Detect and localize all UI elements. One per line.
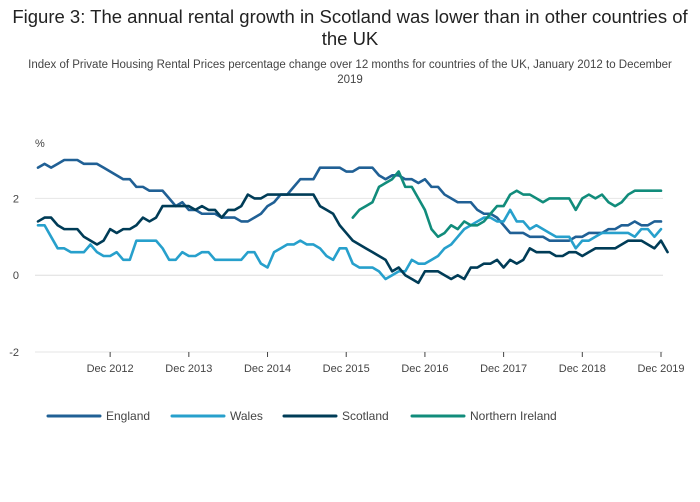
- legend-item[interactable]: Wales: [170, 409, 263, 423]
- axes: -2 0 2 Dec 2012 Dec 2013 Dec 2014 Dec 2015 Dec …: [9, 193, 684, 375]
- y-tick-label: 2: [13, 193, 19, 205]
- legend-item[interactable]: Northern Ireland: [410, 409, 557, 423]
- x-tick-label: Dec 2014: [244, 363, 291, 375]
- y-axis-label: %: [35, 138, 45, 150]
- chart-title: Figure 3: The annual rental growth in Sc…: [12, 6, 688, 49]
- y-tick-label: 0: [13, 270, 19, 282]
- series-line-wales: [36, 208, 663, 281]
- legend: England Wales Scotland Northern Ireland: [46, 409, 557, 423]
- x-tick-label: Dec 2016: [401, 363, 448, 375]
- legend-label: Scotland: [342, 409, 389, 423]
- series-line-scotland: [36, 193, 669, 285]
- legend-item[interactable]: Scotland: [282, 409, 389, 423]
- x-tick-label: Dec 2018: [559, 363, 606, 375]
- legend-item[interactable]: England: [46, 409, 150, 423]
- x-tick-label: Dec 2012: [87, 363, 134, 375]
- x-tick-label: Dec 2019: [637, 363, 684, 375]
- legend-label: Northern Ireland: [470, 409, 557, 423]
- series-line-england: [36, 158, 663, 242]
- series-line-northern-ireland: [351, 170, 663, 239]
- legend-label: England: [106, 409, 150, 423]
- series-lines: [36, 158, 669, 285]
- x-tick-label: Dec 2017: [480, 363, 527, 375]
- chart-subtitle: Index of Private Housing Rental Prices p…: [28, 59, 672, 86]
- x-tick-label: Dec 2015: [323, 363, 370, 375]
- gridlines: [35, 197, 663, 353]
- x-tick-label: Dec 2013: [165, 363, 212, 375]
- legend-label: Wales: [230, 409, 263, 423]
- y-tick-label: -2: [9, 347, 19, 359]
